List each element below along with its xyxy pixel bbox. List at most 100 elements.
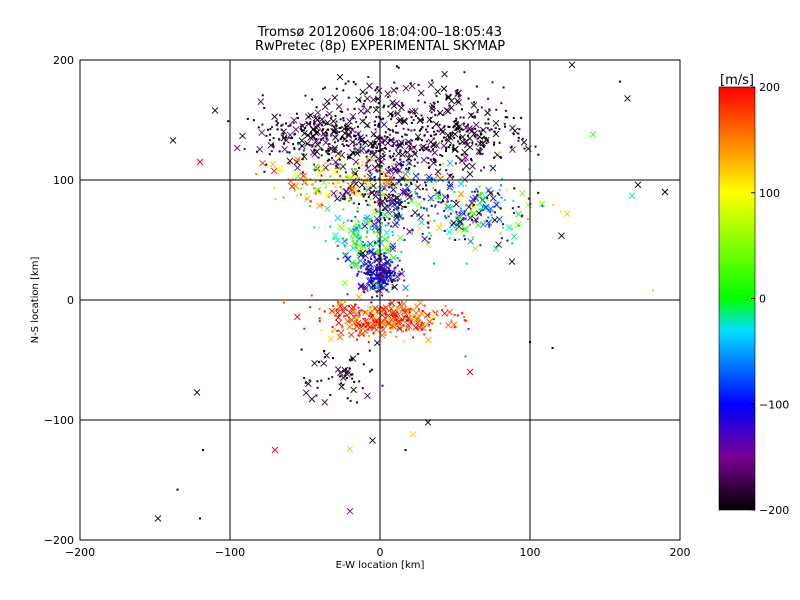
scatter-cross <box>420 156 428 164</box>
scatter-dot <box>363 291 366 294</box>
scatter-dot <box>464 184 467 187</box>
scatter-dot <box>342 315 345 318</box>
scatter-dot <box>490 214 493 217</box>
scatter-dot <box>326 159 329 162</box>
scatter-dot <box>353 107 356 110</box>
scatter-dot <box>367 168 370 171</box>
scatter-cross <box>332 158 339 166</box>
scatter-dot <box>423 134 426 137</box>
scatter-dot <box>345 314 348 317</box>
scatter-dot <box>429 158 432 161</box>
scatter-cross <box>363 95 371 102</box>
scatter-cross <box>457 218 464 225</box>
scatter-dot <box>372 230 375 233</box>
scatter-dot <box>464 355 467 358</box>
scatter-dot <box>466 123 469 126</box>
scatter-dot <box>379 232 382 235</box>
scatter-dot <box>432 108 435 111</box>
scatter-dot <box>309 306 312 309</box>
scatter-dot <box>401 268 404 271</box>
scatter-dot <box>312 187 315 190</box>
scatter-dot <box>361 181 364 184</box>
scatter-dot <box>397 210 400 213</box>
scatter-dot <box>371 146 374 149</box>
scatter-cross <box>461 149 469 156</box>
scatter-dot <box>475 220 478 223</box>
colorbar-tick-label: 100 <box>759 187 780 200</box>
scatter-cross <box>394 319 402 326</box>
scatter-dot <box>380 228 383 231</box>
scatter-dot <box>421 232 424 235</box>
scatter-dot <box>384 261 387 264</box>
scatter-dot <box>389 260 392 263</box>
scatter-cross <box>327 145 335 153</box>
scatter-dot <box>401 104 404 107</box>
scatter-dot <box>370 279 373 282</box>
scatter-cross <box>431 149 439 156</box>
scatter-dot <box>367 335 370 338</box>
y-tick-label: 0 <box>67 294 74 307</box>
scatter-cross <box>396 213 403 221</box>
scatter-dot <box>361 105 364 108</box>
scatter-dot <box>369 198 372 201</box>
scatter-dot <box>388 275 391 278</box>
scatter-dot <box>363 216 366 219</box>
scatter-dot <box>444 206 447 209</box>
scatter-dot <box>359 99 362 102</box>
scatter-cross <box>415 200 423 208</box>
scatter-dot <box>364 193 367 196</box>
scatter-dot <box>385 272 388 275</box>
scatter-dot <box>426 140 429 143</box>
scatter-dot <box>490 192 493 195</box>
scatter-dot <box>488 226 491 229</box>
scatter-dot <box>385 274 388 277</box>
scatter-dot <box>458 238 461 241</box>
scatter-dot <box>393 158 396 161</box>
scatter-dot <box>408 311 411 314</box>
scatter-dot <box>381 312 384 315</box>
scatter-dot <box>425 210 428 213</box>
scatter-dot <box>462 217 465 220</box>
scatter-dot <box>380 170 383 173</box>
scatter-dot <box>440 201 443 204</box>
scatter-dot <box>305 197 308 200</box>
scatter-dot <box>387 317 390 320</box>
scatter-dot <box>376 321 379 324</box>
scatter-dot <box>355 137 358 140</box>
scatter-dot <box>387 165 390 168</box>
scatter-dot <box>403 279 406 282</box>
scatter-dot <box>427 324 430 327</box>
scatter-cross <box>331 144 339 152</box>
scatter-dot <box>318 320 321 323</box>
scatter-dot <box>348 304 351 307</box>
scatter-dot <box>371 326 374 329</box>
scatter-dot <box>392 138 395 141</box>
scatter-dot <box>506 116 509 119</box>
scatter-dot <box>373 259 376 262</box>
scatter-dot <box>395 131 398 134</box>
scatter-dot <box>401 330 404 333</box>
scatter-dot <box>380 193 383 196</box>
scatter-dot <box>368 349 371 352</box>
scatter-dot <box>427 162 430 165</box>
scatter-cross <box>341 279 349 287</box>
scatter-dot <box>320 174 323 177</box>
scatter-dot <box>340 150 343 153</box>
scatter-dot <box>552 203 555 206</box>
scatter-dot <box>481 129 484 132</box>
scatter-dot <box>375 267 378 270</box>
scatter-dot <box>365 155 368 158</box>
scatter-cross <box>334 309 341 317</box>
scatter-dot <box>464 141 467 144</box>
scatter-dot <box>392 305 395 308</box>
scatter-dot <box>340 154 343 157</box>
scatter-dot <box>474 136 477 139</box>
scatter-cross <box>288 183 296 190</box>
scatter-cross <box>348 331 355 339</box>
scatter-dot <box>443 229 446 232</box>
scatter-dot <box>355 176 358 179</box>
scatter-dot <box>420 114 423 117</box>
scatter-cross <box>634 181 642 189</box>
scatter-dot <box>442 163 445 166</box>
scatter-dot <box>381 384 384 387</box>
